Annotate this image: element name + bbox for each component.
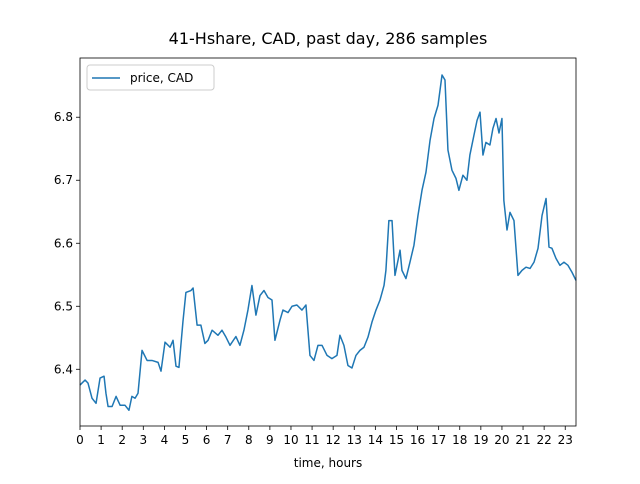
x-tick-label: 4 (161, 433, 169, 447)
x-tick-label: 1 (97, 433, 105, 447)
x-tick-label: 10 (283, 433, 298, 447)
x-tick-label: 23 (558, 433, 573, 447)
x-tick-label: 14 (368, 433, 383, 447)
x-tick-label: 21 (515, 433, 530, 447)
x-tick-label: 17 (431, 433, 446, 447)
legend-box (86, 64, 215, 91)
x-axis-label: time, hours (294, 456, 362, 470)
x-tick-label: 9 (266, 433, 274, 447)
x-tick-label: 8 (245, 433, 253, 447)
x-tick-label: 16 (410, 433, 425, 447)
price-line (79, 74, 577, 411)
x-tick-label: 13 (347, 433, 362, 447)
x-tick-label: 22 (537, 433, 552, 447)
x-tick-label: 2 (118, 433, 126, 447)
y-tick-label: 6.8 (54, 110, 73, 124)
y-tick-label: 6.6 (54, 236, 73, 250)
x-tick-label: 7 (224, 433, 232, 447)
x-tick-label: 5 (182, 433, 190, 447)
y-tick-label: 6.5 (54, 299, 73, 313)
plot-frame (79, 57, 577, 427)
x-tick-label: 18 (452, 433, 467, 447)
y-tick-label: 6.7 (54, 173, 73, 187)
x-tick-label: 19 (473, 433, 488, 447)
x-tick-label: 15 (389, 433, 404, 447)
y-tick-label: 6.4 (54, 362, 73, 376)
x-tick-label: 11 (304, 433, 319, 447)
x-tick-label: 3 (139, 433, 147, 447)
x-tick-label: 0 (76, 433, 84, 447)
x-tick-label: 12 (326, 433, 341, 447)
chart-title: 41-Hshare, CAD, past day, 286 samples (169, 29, 488, 48)
x-tick-label: 6 (203, 433, 211, 447)
x-tick-label: 20 (494, 433, 509, 447)
legend-label: price, CAD (130, 71, 193, 85)
